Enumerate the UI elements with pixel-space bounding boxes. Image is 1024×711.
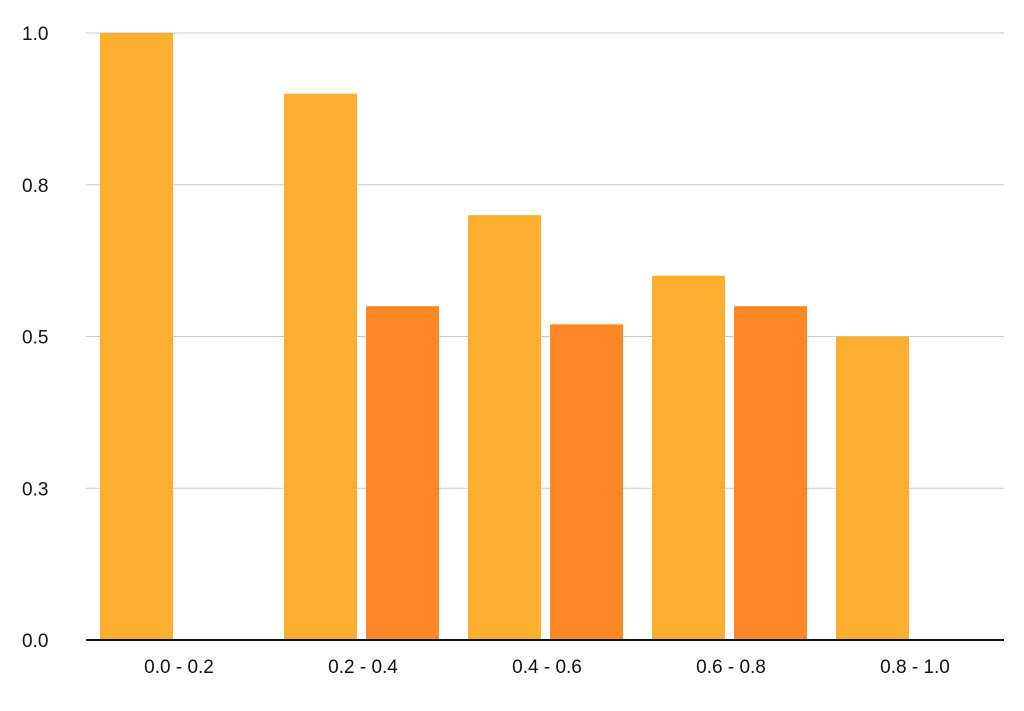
- x-tick-label: 0.4 - 0.6: [512, 657, 582, 678]
- tick-labels: 0.0 0.3 0.5 0.8 1.0 0.0 - 0.2 0.2 - 0.4 0.4 - 0…: [22, 24, 950, 678]
- x-tick-label: 0.6 - 0.8: [696, 657, 766, 678]
- y-tick-label: 0.0: [22, 631, 48, 652]
- bar-series-1: [652, 275, 725, 640]
- x-tick-label: 0.2 - 0.4: [328, 657, 398, 678]
- bar-series-1: [468, 215, 541, 640]
- y-tick-label: 0.3: [22, 479, 48, 500]
- bar-series-1: [284, 93, 357, 640]
- x-tick-label: 0.0 - 0.2: [144, 657, 214, 678]
- bar-series-2: [366, 306, 439, 640]
- bar-series-1: [836, 336, 909, 640]
- bar-series-2: [550, 324, 623, 640]
- x-tick-label: 0.8 - 1.0: [880, 657, 950, 678]
- y-tick-label: 0.5: [22, 328, 48, 349]
- bar-series-1: [100, 33, 173, 640]
- y-tick-label: 1.0: [22, 24, 48, 45]
- bars: [100, 33, 909, 640]
- bar-series-2: [734, 306, 807, 640]
- y-tick-label: 0.8: [22, 176, 48, 197]
